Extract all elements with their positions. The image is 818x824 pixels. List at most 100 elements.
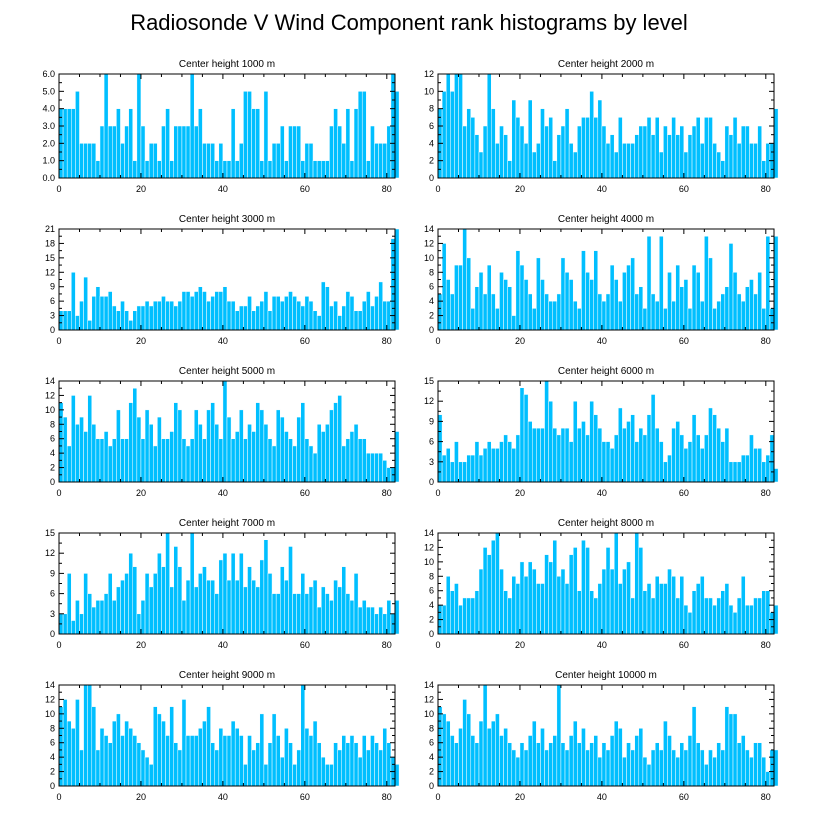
histogram-bar [349,431,355,483]
histogram-bar [169,706,174,787]
histogram-bar [288,291,293,331]
histogram-bar [556,134,562,179]
histogram-bar [691,706,697,787]
histogram-bar [161,566,166,635]
y-tick-label: 15 [45,528,55,538]
histogram-bar [140,305,146,331]
x-tick-label: 60 [300,488,310,498]
histogram-bar [671,427,676,483]
histogram-bar [181,291,187,331]
histogram-bar [226,160,232,179]
histogram-bar [239,305,244,331]
histogram-bar [732,272,738,331]
histogram-bar [316,424,322,483]
histogram-bar [654,742,660,787]
histogram-bar [564,749,570,787]
x-tick-label: 40 [597,336,607,346]
histogram-bar [753,448,758,483]
histogram-bar [749,279,754,331]
y-tick-label: 8 [429,723,434,733]
histogram-bar [724,427,730,483]
histogram-bar [202,438,207,483]
y-tick-label: 12 [45,390,55,400]
histogram-bar [226,416,232,483]
y-tick-label: 6.0 [42,69,55,79]
histogram-bar [345,742,351,787]
histogram-bar [466,257,472,331]
histogram-bar [370,606,375,635]
x-tick-label: 40 [218,792,228,802]
histogram-bar [124,573,129,635]
histogram-bar [609,568,615,635]
histogram-bar [474,134,480,179]
histogram-bar [87,320,93,331]
y-tick-label: 4 [429,752,434,762]
histogram-bar [728,134,734,179]
histogram-bar [503,434,508,483]
histogram-bar [275,735,281,787]
histogram-bar [503,134,508,179]
histogram-bar [605,293,611,331]
histogram-bar [62,416,68,483]
histogram-bar [560,125,566,179]
histogram-bar [507,441,513,483]
histogram-bar [728,461,734,483]
histogram-bar [536,583,541,635]
histogram-bar [503,728,508,787]
histogram-bar [218,143,224,179]
histogram-bar [572,300,578,331]
histogram-bar [165,735,170,787]
y-tick-label: 12 [424,542,434,552]
histogram-bar [581,250,586,331]
histogram-bar [173,402,179,483]
histogram-bar [263,764,269,787]
panel-title: Center height 5000 m [179,366,275,377]
histogram-bar [263,539,269,635]
histogram-bar [507,742,513,787]
histogram-bar [511,448,517,483]
histogram-bar [470,735,476,787]
histogram-bar [757,448,762,483]
histogram-bar [374,613,379,635]
histogram-bar [198,573,203,635]
histogram-bar [394,91,400,179]
histogram-bar [499,272,504,331]
y-tick-label: 6 [50,434,55,444]
histogram-bar [577,308,582,331]
y-tick-label: 12 [424,238,434,248]
histogram-bar [99,728,105,787]
histogram-bar [308,445,314,483]
histogram-bar [716,742,721,787]
histogram-bar [519,264,525,331]
histogram-bar [523,749,529,787]
histogram-bar [613,434,619,483]
y-tick-label: 12 [424,396,434,406]
y-tick-label: 8 [50,419,55,429]
x-tick-label: 0 [56,640,61,650]
x-tick-label: 60 [300,184,310,194]
panel-title: Center height 1000 m [179,59,275,70]
histogram-bar [609,735,615,787]
histogram-bar [597,583,603,635]
histogram-bar [296,416,302,483]
histogram-bar [112,438,117,483]
y-tick-label: 2 [429,156,434,166]
histogram-bar [99,438,105,483]
histogram-bar [605,547,611,635]
histogram-bar [95,749,101,787]
x-tick-label: 20 [515,488,525,498]
histogram-bar [210,296,215,331]
histogram-bar [605,143,611,179]
histogram-bar [320,281,326,331]
y-tick-label: 4.0 [42,104,55,114]
histogram-bar [659,441,664,483]
histogram-bar [515,434,521,483]
y-tick-label: 0.0 [42,173,55,183]
histogram-bar [320,586,326,635]
histogram-bar [103,73,109,179]
histogram-bar [716,300,721,331]
histogram-bar [337,315,342,331]
histogram-bar [99,125,105,179]
histogram-bar [765,454,771,483]
x-tick-label: 20 [136,640,146,650]
